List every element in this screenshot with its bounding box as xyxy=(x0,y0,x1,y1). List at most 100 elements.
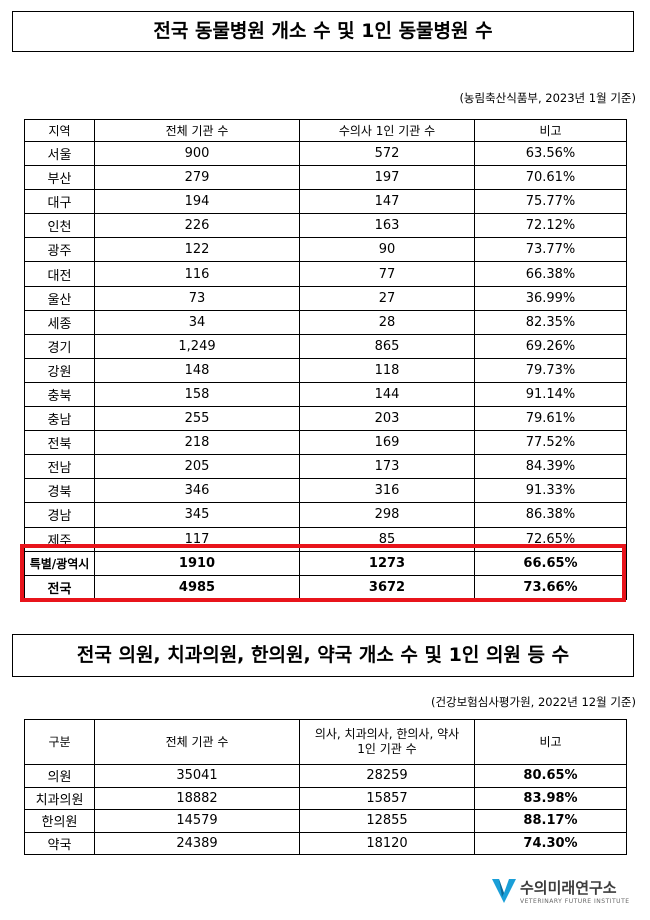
table-row: 경남 345 298 86.38% xyxy=(24,502,627,528)
header-total: 전체 기관 수 xyxy=(94,719,300,765)
cell-label: 전남 xyxy=(24,454,95,480)
cell-single: 12855 xyxy=(299,809,475,833)
cell-label: 의원 xyxy=(24,764,95,788)
cell-single: 865 xyxy=(299,333,475,359)
cell-single: 15857 xyxy=(299,786,475,810)
cell-label: 울산 xyxy=(24,285,95,311)
cell-single: 316 xyxy=(299,478,475,504)
table2-header-row: 구분 전체 기관 수 의사, 치과의사, 한의사, 약사 1인 기관 수 비고 xyxy=(24,719,627,765)
table-row: 전국 4985 3672 73.66% xyxy=(24,574,627,600)
cell-single: 572 xyxy=(299,140,475,167)
cell-total: 34 xyxy=(94,309,300,335)
table-row: 충북 158 144 91.14% xyxy=(24,381,627,408)
cell-label: 한의원 xyxy=(24,809,95,833)
header-note: 비고 xyxy=(474,719,627,765)
cell-label: 강원 xyxy=(24,357,95,383)
cell-note: 91.33% xyxy=(474,478,627,504)
cell-single: 3672 xyxy=(299,574,475,600)
cell-note: 69.26% xyxy=(474,333,627,359)
cell-note: 88.17% xyxy=(474,809,627,833)
cell-single: 147 xyxy=(299,189,475,215)
table-row: 전남 205 173 84.39% xyxy=(24,454,627,480)
cell-total: 345 xyxy=(94,502,300,528)
table-row: 경기 1,249 865 69.26% xyxy=(24,333,627,359)
cell-single: 203 xyxy=(299,406,475,432)
cell-total: 158 xyxy=(94,381,300,408)
cell-total: 1910 xyxy=(94,550,300,576)
cell-note: 79.73% xyxy=(474,357,627,383)
cell-note: 66.38% xyxy=(474,261,627,287)
cell-label: 서울 xyxy=(24,140,95,167)
cell-single: 85 xyxy=(299,526,475,552)
cell-note: 73.66% xyxy=(474,574,627,600)
table-row: 인천 226 163 72.12% xyxy=(24,213,627,239)
table-row: 광주 122 90 73.77% xyxy=(24,237,627,263)
cell-single: 197 xyxy=(299,165,475,191)
medical-institution-table: 구분 전체 기관 수 의사, 치과의사, 한의사, 약사 1인 기관 수 비고 … xyxy=(24,719,627,855)
cell-total: 117 xyxy=(94,526,300,552)
logo-v-icon xyxy=(492,879,516,903)
cell-single: 163 xyxy=(299,213,475,239)
logo-subtitle: VETERINARY FUTURE INSTITUTE xyxy=(520,898,630,905)
cell-total: 205 xyxy=(94,454,300,480)
cell-single: 28 xyxy=(299,309,475,335)
table-row: 충남 255 203 79.61% xyxy=(24,406,627,432)
table-row: 한의원 14579 12855 88.17% xyxy=(24,809,627,833)
cell-total: 1,249 xyxy=(94,333,300,359)
header-note: 비고 xyxy=(474,119,627,142)
table-row: 경북 346 316 91.33% xyxy=(24,478,627,504)
logo-name: 수의미래연구소 xyxy=(520,879,617,897)
cell-total: 35041 xyxy=(94,764,300,788)
cell-note: 73.77% xyxy=(474,237,627,263)
cell-total: 255 xyxy=(94,406,300,432)
cell-total: 116 xyxy=(94,261,300,287)
cell-single: 27 xyxy=(299,285,475,311)
cell-label: 약국 xyxy=(24,831,95,855)
table-row: 강원 148 118 79.73% xyxy=(24,357,627,383)
header-region: 지역 xyxy=(24,119,95,142)
cell-label: 세종 xyxy=(24,309,95,335)
table2-source: (건강보험심사평가원, 2022년 12월 기준) xyxy=(430,695,636,709)
table-row: 제주 117 85 72.65% xyxy=(24,526,627,552)
table-row: 부산 279 197 70.61% xyxy=(24,165,627,191)
header-category: 구분 xyxy=(24,719,95,765)
cell-total: 148 xyxy=(94,357,300,383)
cell-single: 1273 xyxy=(299,550,475,576)
cell-total: 900 xyxy=(94,140,300,167)
cell-note: 80.65% xyxy=(474,764,627,788)
cell-single: 173 xyxy=(299,454,475,480)
cell-total: 73 xyxy=(94,285,300,311)
table-row: 약국 24389 18120 74.30% xyxy=(24,831,627,855)
header-single: 수의사 1인 기관 수 xyxy=(299,119,475,142)
cell-total: 18882 xyxy=(94,786,300,810)
table1-source: (농림축산식품부, 2023년 1월 기준) xyxy=(459,91,636,105)
cell-label: 경북 xyxy=(24,478,95,504)
cell-label: 전국 xyxy=(24,574,95,600)
cell-note: 72.12% xyxy=(474,213,627,239)
table-row: 특별/광역시 1910 1273 66.65% xyxy=(24,550,627,576)
cell-note: 79.61% xyxy=(474,406,627,432)
table-row: 울산 73 27 36.99% xyxy=(24,285,627,311)
cell-note: 84.39% xyxy=(474,454,627,480)
table2-title: 전국 의원, 치과의원, 한의원, 약국 개소 수 및 1인 의원 등 수 xyxy=(12,634,634,677)
cell-single: 18120 xyxy=(299,831,475,855)
cell-single: 169 xyxy=(299,430,475,456)
cell-total: 122 xyxy=(94,237,300,263)
cell-label: 충남 xyxy=(24,406,95,432)
table-row: 대전 116 77 66.38% xyxy=(24,261,627,287)
table-row: 치과의원 18882 15857 83.98% xyxy=(24,786,627,810)
cell-total: 218 xyxy=(94,430,300,456)
cell-total: 346 xyxy=(94,478,300,504)
veterinary-hospital-table: 지역 전체 기관 수 수의사 1인 기관 수 비고 서울 900 572 63.56%… xyxy=(24,119,627,600)
cell-total: 279 xyxy=(94,165,300,191)
cell-single: 77 xyxy=(299,261,475,287)
table1-header-row: 지역 전체 기관 수 수의사 1인 기관 수 비고 xyxy=(24,119,627,142)
cell-single: 298 xyxy=(299,502,475,528)
cell-total: 24389 xyxy=(94,831,300,855)
cell-note: 72.65% xyxy=(474,526,627,552)
cell-note: 75.77% xyxy=(474,189,627,215)
cell-label: 치과의원 xyxy=(24,786,95,810)
cell-label: 경기 xyxy=(24,333,95,359)
cell-label: 대전 xyxy=(24,261,95,287)
table-row: 서울 900 572 63.56% xyxy=(24,140,627,167)
